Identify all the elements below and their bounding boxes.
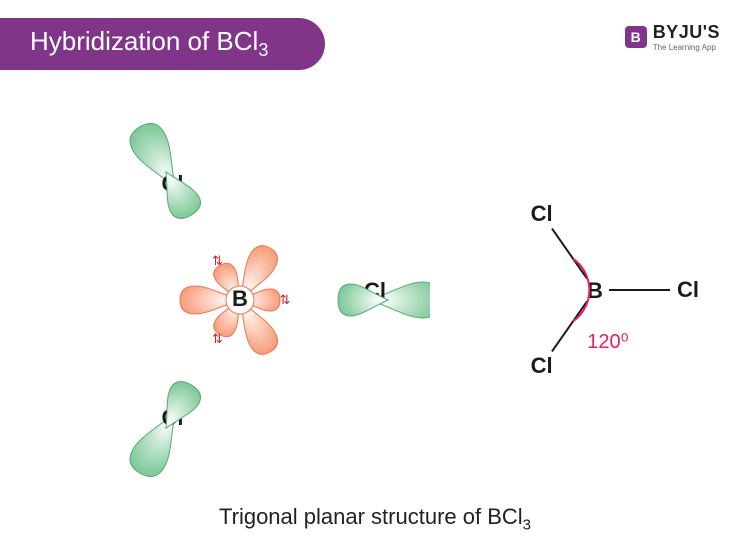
boron-label: B (232, 286, 248, 311)
lewis-chlorine-label: Cl (677, 277, 699, 302)
lewis-chlorine-label: Cl (531, 201, 553, 226)
lewis-structure: ClClClB120⁰ (470, 150, 720, 430)
title-banner: Hybridization of BCl3 (0, 18, 325, 70)
orbital-diagram: B⇅Cl⇅Cl⇅Cl (50, 100, 430, 500)
logo-name: BYJU'S (653, 22, 720, 43)
electron-spin: ⇅ (280, 292, 291, 307)
brand-logo: B BYJU'S The Learning App (625, 22, 720, 52)
electron-spin: ⇅ (212, 253, 223, 268)
logo-tagline: The Learning App (653, 43, 720, 52)
bond-angle-label: 120⁰ (587, 331, 628, 353)
page-title: Hybridization of BCl3 (30, 26, 268, 61)
logo-icon: B (625, 26, 647, 48)
bond-line (552, 301, 587, 351)
lewis-chlorine-label: Cl (531, 353, 553, 378)
figure-caption: Trigonal planar structure of BCl3 (0, 504, 750, 533)
electron-spin: ⇅ (212, 331, 223, 346)
bond-line (552, 229, 587, 279)
